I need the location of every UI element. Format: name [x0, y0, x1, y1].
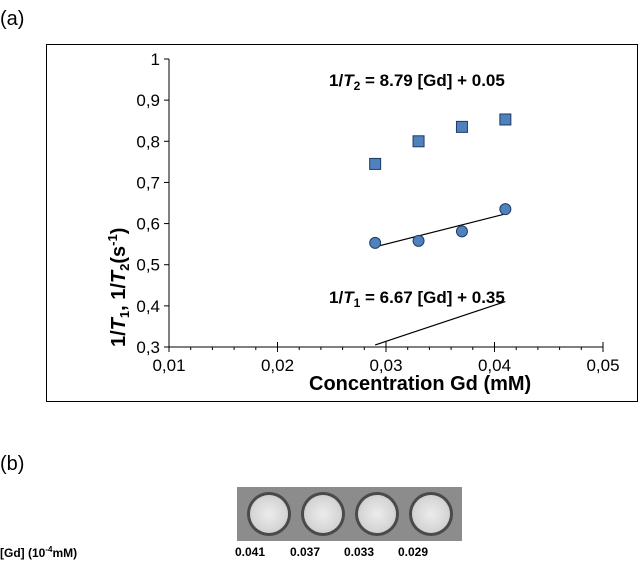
y-tick-label: 0,3 — [136, 338, 160, 357]
y-tick-label: 1 — [151, 50, 160, 69]
square-point — [499, 113, 512, 126]
panel-label-b: (b) — [0, 453, 25, 475]
circle-point — [499, 203, 512, 216]
x-tick-label: 0,01 — [152, 356, 185, 375]
x-tick-label: 0,05 — [586, 356, 619, 375]
y-tick-label: 0,8 — [136, 132, 160, 151]
x-tick-label: 0,04 — [478, 356, 511, 375]
mri-phantom-image — [237, 487, 462, 541]
conc-label-2: 0.037 — [289, 545, 321, 559]
y-tick-label: 0,5 — [136, 256, 160, 275]
chart-frame: 0,3 0,4 0,5 0,6 0,7 0,8 0,9 1 0,01 0,02 0,03 0,04 0,… — [46, 44, 638, 402]
trendline-1 — [374, 301, 506, 346]
y-tick-label: 0,4 — [136, 297, 160, 316]
square-point — [369, 157, 382, 170]
relaxation-rate-chart: 0,3 0,4 0,5 0,6 0,7 0,8 0,9 1 0,01 0,02 0,03 0,04 0,… — [105, 50, 620, 395]
y-tick-label: 0,9 — [136, 91, 160, 110]
vial-3 — [358, 495, 396, 533]
vial-4 — [412, 495, 450, 533]
trendlines — [374, 213, 506, 346]
vial-1 — [250, 495, 288, 533]
tick-labels: 0,3 0,4 0,5 0,6 0,7 0,8 0,9 1 0,01 0,02 0,03 0,04 0,… — [136, 50, 619, 375]
conc-label-4: 0.029 — [397, 545, 429, 559]
trendline-2 — [375, 213, 506, 248]
square-point — [412, 135, 425, 148]
square-point — [455, 120, 468, 133]
axes — [164, 58, 604, 352]
data-points — [369, 113, 512, 249]
y-axis-title: 1/T1, 1/T2(s-1) — [105, 228, 132, 347]
conc-label-3: 0.033 — [343, 545, 375, 559]
x-tick-label: 0,02 — [261, 356, 294, 375]
x-tick-label: 0,03 — [369, 356, 402, 375]
y-tick-label: 0,7 — [136, 173, 160, 192]
equation-t2: 1/T2 = 8.79 [Gd] + 0.05 — [329, 71, 505, 93]
conc-label-1: 0.041 — [234, 545, 266, 559]
y-tick-label: 0,6 — [136, 215, 160, 234]
x-axis-title: Concentration Gd (mM) — [309, 373, 531, 395]
circle-point — [455, 225, 468, 238]
equation-t1: 1/T1 = 6.67 [Gd] + 0.35 — [329, 288, 505, 310]
gd-row-label: [Gd] (10-4mM) — [0, 545, 78, 560]
panel-label-a: (a) — [0, 8, 25, 30]
circle-point — [412, 234, 425, 247]
vial-2 — [304, 495, 342, 533]
circle-point — [369, 236, 382, 249]
